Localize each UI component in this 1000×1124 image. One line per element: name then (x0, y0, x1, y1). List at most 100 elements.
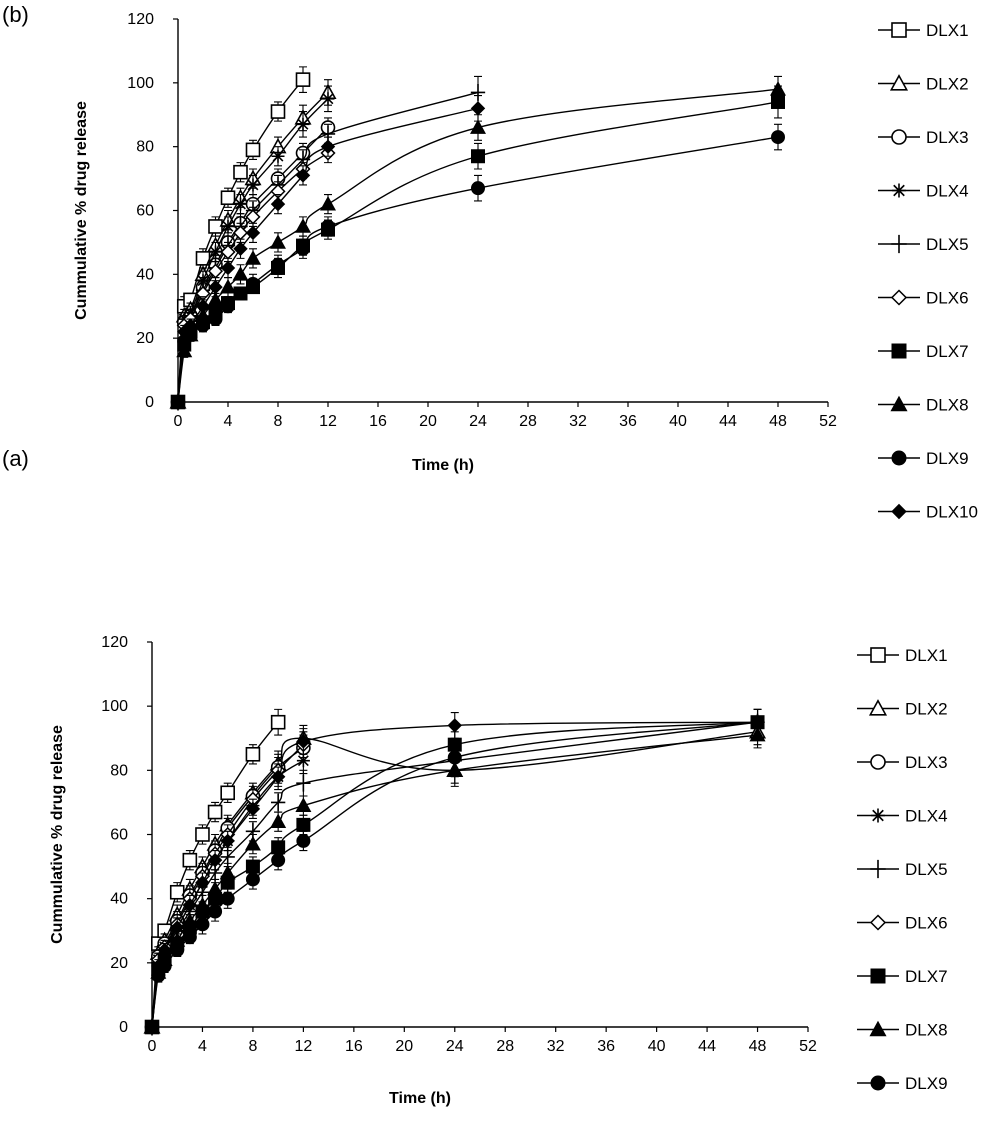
data-point (195, 917, 210, 932)
data-point (470, 101, 486, 116)
data-point (208, 904, 223, 919)
data-point (470, 119, 486, 134)
data-point (296, 774, 311, 792)
data-point (170, 394, 186, 410)
data-point (176, 342, 193, 358)
data-point (245, 872, 260, 887)
legend-marker (870, 1075, 886, 1091)
legend-marker (870, 859, 886, 879)
data-point (296, 754, 310, 768)
y-tick-label: 120 (101, 634, 128, 651)
legend-item-DLX1: DLX1 (857, 646, 948, 665)
data-point (295, 797, 312, 812)
data-point (183, 318, 198, 333)
y-tick-label: 60 (110, 827, 128, 844)
x-tick-label: 12 (319, 413, 337, 430)
x-tick-label: 8 (248, 1038, 257, 1055)
x-tick-label: 36 (619, 413, 637, 430)
legend-marker (891, 129, 907, 145)
legend-marker (891, 234, 907, 254)
data-point (196, 318, 210, 333)
x-tick-label: 4 (224, 413, 233, 430)
data-point (207, 852, 223, 868)
data-point (270, 813, 287, 829)
data-point (220, 260, 236, 276)
legend-marker (889, 74, 909, 91)
x-tick-label: 16 (369, 413, 387, 430)
legend-label: DLX7 (926, 342, 969, 361)
y-axis-title: Cummulative % drug release (49, 725, 66, 944)
data-point (181, 912, 198, 928)
data-point (270, 196, 286, 212)
x-tick-label: 48 (749, 1038, 767, 1055)
panel-label-a: (a) (2, 446, 29, 471)
data-point (219, 864, 236, 880)
legend-item-DLX6: DLX6 (857, 914, 948, 933)
x-tick-label: 20 (419, 413, 437, 430)
legend-label: DLX8 (926, 396, 969, 415)
y-tick-label: 80 (136, 139, 154, 156)
legend-item-DLX9: DLX9 (857, 1074, 948, 1093)
legend-label: DLX8 (905, 1021, 948, 1040)
legend-label: DLX10 (926, 503, 978, 522)
legend-label: DLX5 (926, 235, 969, 254)
data-point (471, 149, 485, 164)
legend-marker (890, 395, 908, 412)
series-DLX9 (145, 708, 765, 1034)
x-axis-title: Time (h) (389, 1090, 451, 1107)
data-point (321, 219, 335, 234)
x-tick-label: 24 (446, 1038, 464, 1055)
data-point (233, 286, 248, 301)
y-tick-label: 40 (110, 891, 128, 908)
data-point (296, 241, 310, 256)
data-point (271, 257, 285, 272)
data-point (233, 241, 248, 257)
y-tick-label: 100 (127, 75, 154, 92)
legend-label: DLX3 (926, 128, 969, 147)
data-point (771, 130, 785, 145)
data-point (270, 714, 286, 730)
data-point (208, 279, 223, 295)
data-point (246, 276, 260, 291)
y-tick-label: 120 (127, 11, 154, 28)
legend-item-DLX8: DLX8 (857, 1021, 948, 1040)
legend-item-DLX6: DLX6 (878, 289, 969, 308)
legend-marker (869, 1020, 887, 1037)
data-point (157, 942, 172, 958)
x-tick-label: 12 (294, 1038, 312, 1055)
legend-item-DLX1: DLX1 (878, 21, 969, 40)
data-point (245, 250, 261, 265)
data-point (195, 875, 210, 890)
y-tick-label: 20 (136, 330, 154, 347)
legend-label: DLX9 (926, 449, 969, 468)
y-tick-label: 100 (101, 698, 128, 715)
data-point (220, 190, 236, 206)
data-point (220, 891, 235, 906)
data-point (144, 1019, 160, 1035)
legend-item-DLX9: DLX9 (878, 449, 969, 468)
legend-label: DLX6 (905, 914, 948, 933)
data-point (270, 104, 286, 119)
y-tick-label: 0 (119, 1019, 128, 1036)
x-tick-label: 28 (496, 1038, 514, 1055)
data-point (151, 958, 166, 974)
legend-label: DLX1 (905, 646, 948, 665)
legend-item-DLX7: DLX7 (878, 342, 969, 361)
x-tick-label: 32 (569, 413, 587, 430)
legend-item-DLX8: DLX8 (878, 396, 969, 415)
legend-marker (870, 968, 886, 984)
legend-item-DLX5: DLX5 (857, 859, 948, 879)
data-point (220, 833, 235, 849)
legend-item-DLX5: DLX5 (878, 234, 969, 254)
x-tick-label: 20 (395, 1038, 413, 1055)
data-point (271, 793, 286, 811)
data-point (220, 848, 235, 866)
legend-marker (891, 22, 907, 38)
data-point (296, 817, 311, 832)
data-point (182, 897, 198, 913)
y-tick-label: 20 (110, 955, 128, 972)
data-point (195, 827, 210, 842)
data-point (182, 852, 198, 868)
legend-marker (870, 647, 886, 663)
x-tick-label: 0 (174, 413, 183, 430)
